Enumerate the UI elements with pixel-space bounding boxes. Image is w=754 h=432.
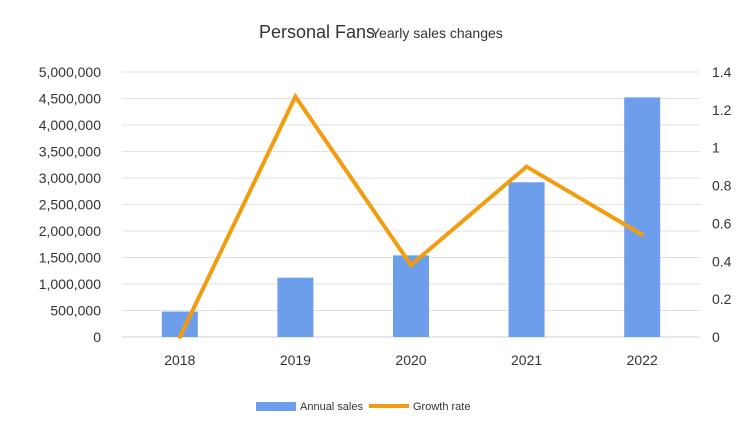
right-tick-label: 0.2 [712, 291, 732, 307]
growth-rate-point-2019 [293, 94, 298, 99]
bar-annual-sales-2021 [508, 182, 545, 337]
gridlines [122, 71, 700, 338]
growth-rate-point-2022 [640, 232, 645, 237]
x-axis: 2018 2019 2020 2021 2022 [164, 352, 658, 368]
left-tick-label: 0 [93, 329, 101, 345]
left-tick-label: 1,500,000 [39, 250, 101, 266]
bar-annual-sales-2022 [624, 97, 661, 337]
annual-sales-bars [161, 97, 661, 337]
x-tick-label: 2022 [627, 352, 658, 368]
bar-annual-sales-2019 [277, 277, 314, 337]
bar-annual-sales-2020 [393, 255, 429, 337]
chart-subtitle: Yearly sales changes [371, 25, 503, 41]
left-tick-label: 500,000 [50, 303, 101, 319]
right-axis: 0 0.2 0.4 0.6 0.8 1 1.2 1.4 [712, 64, 732, 345]
left-tick-label: 2,500,000 [39, 197, 101, 213]
right-tick-label: 0.4 [712, 253, 732, 269]
left-tick-label: 4,000,000 [39, 117, 101, 133]
growth-rate-point-2020 [409, 263, 413, 268]
growth-rate-point-2021 [524, 164, 529, 169]
x-tick-label: 2021 [511, 352, 542, 368]
left-tick-label: 3,500,000 [39, 144, 101, 160]
legend-swatch-annual-sales [256, 402, 296, 411]
growth-rate-line [177, 92, 645, 339]
right-tick-label: 0 [712, 329, 720, 345]
legend-label-growth-rate: Growth rate [413, 401, 470, 413]
x-tick-label: 2018 [164, 352, 195, 368]
left-tick-label: 3,000,000 [39, 170, 101, 186]
growth-rate-point-2018 [177, 335, 182, 339]
right-tick-label: 1.4 [712, 64, 732, 80]
right-tick-label: 0.8 [712, 178, 732, 194]
left-axis: 0 500,000 1,000,000 1,500,000 2,000,000 2,500… [39, 64, 102, 345]
chart-title: Personal Fans [259, 22, 375, 42]
x-tick-label: 2020 [395, 352, 426, 368]
right-tick-label: 1 [712, 140, 720, 156]
right-tick-label: 1.2 [712, 102, 732, 118]
legend-label-annual-sales: Annual sales [300, 401, 363, 413]
left-tick-label: 2,000,000 [39, 223, 101, 239]
legend: Annual sales Growth rate [256, 401, 470, 413]
x-tick-label: 2019 [280, 352, 311, 368]
left-tick-label: 5,000,000 [39, 64, 101, 80]
left-tick-label: 1,000,000 [39, 276, 101, 292]
right-tick-label: 0.6 [712, 215, 732, 231]
left-tick-label: 4,500,000 [39, 91, 101, 107]
